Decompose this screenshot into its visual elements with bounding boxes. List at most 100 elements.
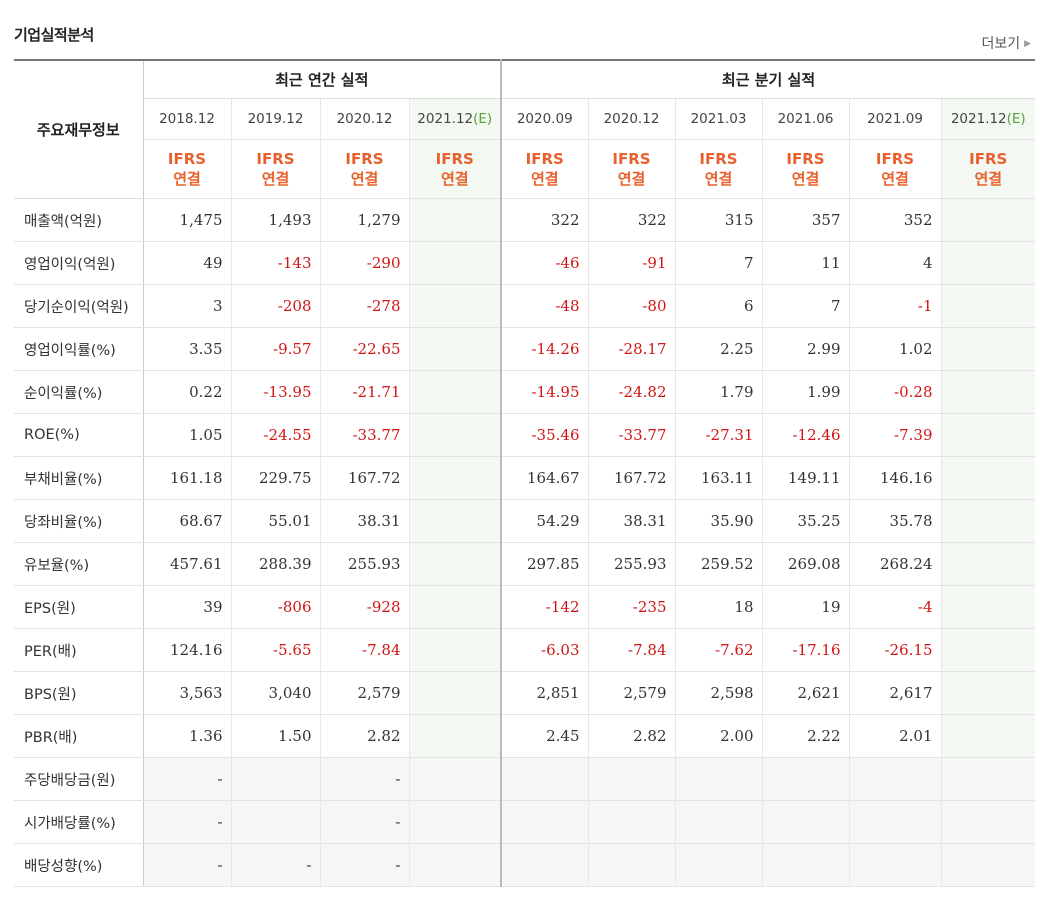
quarter-cell [588, 800, 676, 844]
row-label[interactable]: 영업이익(억원) [14, 241, 144, 285]
quarter-cell: 2,598 [675, 671, 763, 715]
chevron-right-icon: ▶ [1024, 39, 1031, 49]
quarter-cell: -7.62 [675, 628, 763, 672]
quarter-cell [762, 757, 850, 801]
table-row: 부채비율(%) 161.18 229.75 167.72 164.67 167.72 163… [14, 456, 1036, 500]
annual-cell [409, 800, 502, 844]
row-label[interactable]: PER(배) [14, 628, 144, 672]
quarter-cell [849, 843, 942, 887]
annual-cell: - [143, 843, 232, 887]
quarter-cell [941, 413, 1036, 457]
quarter-cell: 2.25 [675, 327, 763, 371]
row-label[interactable]: 주당배당금(원) [14, 757, 144, 801]
annual-cell: 1.50 [231, 714, 321, 758]
annual-cell: - [231, 843, 321, 887]
financial-table: 주요재무정보 최근 연간 실적 최근 분기 실적 2018.12 2019.12 2020… [14, 59, 1036, 887]
quarter-cell [762, 843, 850, 887]
row-label[interactable]: 시가배당률(%) [14, 800, 144, 844]
row-label[interactable]: 배당성향(%) [14, 843, 144, 887]
quarter-cell [762, 800, 850, 844]
quarter-cell: 2.82 [588, 714, 676, 758]
quarter-cell: -7.39 [849, 413, 942, 457]
row-label[interactable]: 부채비율(%) [14, 456, 144, 500]
quarter-cell [941, 327, 1036, 371]
table-row: 주당배당금(원) - - [14, 757, 1036, 801]
row-label[interactable]: 유보율(%) [14, 542, 144, 586]
row-label[interactable]: 매출액(억원) [14, 198, 144, 242]
quarter-cell: 1.99 [762, 370, 850, 414]
annual-cell [409, 327, 502, 371]
annual-cell: 3.35 [143, 327, 232, 371]
quarter-cell: 2,851 [501, 671, 589, 715]
quarter-cell: 164.67 [501, 456, 589, 500]
annual-cell: -208 [231, 284, 321, 328]
annual-cell [231, 757, 321, 801]
quarter-period: 2020.09 [501, 98, 589, 140]
row-label[interactable]: 당좌비율(%) [14, 499, 144, 543]
quarter-cell: -4 [849, 585, 942, 629]
annual-cell: 1,493 [231, 198, 321, 242]
table-row: BPS(원) 3,563 3,040 2,579 2,851 2,579 2,598 2,62… [14, 671, 1036, 715]
annual-cell [409, 628, 502, 672]
quarter-cell [501, 800, 589, 844]
row-label[interactable]: 영업이익률(%) [14, 327, 144, 371]
annual-cell: -806 [231, 585, 321, 629]
quarter-cell: -0.28 [849, 370, 942, 414]
quarter-cell: -46 [501, 241, 589, 285]
quarter-cell: 4 [849, 241, 942, 285]
annual-period: 2021.12(E) [409, 98, 502, 140]
quarter-cell: 2.99 [762, 327, 850, 371]
row-label[interactable]: 순이익률(%) [14, 370, 144, 414]
ifrs-label: IFRS 연결 [675, 139, 763, 199]
table-row: ROE(%) 1.05 -24.55 -33.77 -35.46 -33.77 -27.31… [14, 413, 1036, 457]
annual-cell: 68.67 [143, 499, 232, 543]
quarter-header: 최근 분기 실적 [501, 60, 1036, 99]
row-header-label: 주요재무정보 [14, 60, 144, 199]
quarter-cell: 255.93 [588, 542, 676, 586]
annual-cell: - [320, 757, 410, 801]
more-link[interactable]: 더보기 ▶ [981, 33, 1031, 53]
annual-cell [409, 456, 502, 500]
quarter-cell: -26.15 [849, 628, 942, 672]
row-label[interactable]: PBR(배) [14, 714, 144, 758]
annual-cell [409, 757, 502, 801]
quarter-cell [941, 628, 1036, 672]
table-row: 영업이익률(%) 3.35 -9.57 -22.65 -14.26 -28.17 2.25 2… [14, 327, 1036, 371]
ifrs-label: IFRS 연결 [320, 139, 410, 199]
annual-cell: 0.22 [143, 370, 232, 414]
quarter-cell: -6.03 [501, 628, 589, 672]
quarter-cell: 7 [675, 241, 763, 285]
quarter-cell: 163.11 [675, 456, 763, 500]
section-title: 기업실적분석 [14, 26, 94, 44]
quarter-cell: -33.77 [588, 413, 676, 457]
quarter-cell: -80 [588, 284, 676, 328]
quarter-cell: -17.16 [762, 628, 850, 672]
quarter-cell: -28.17 [588, 327, 676, 371]
row-label[interactable]: EPS(원) [14, 585, 144, 629]
annual-cell: - [143, 800, 232, 844]
quarter-cell: 2.45 [501, 714, 589, 758]
quarter-cell: -12.46 [762, 413, 850, 457]
ifrs-label: IFRS 연결 [501, 139, 589, 199]
annual-cell: 124.16 [143, 628, 232, 672]
quarter-cell [941, 284, 1036, 328]
ifrs-label: IFRS 연결 [588, 139, 676, 199]
row-label[interactable]: ROE(%) [14, 413, 144, 457]
quarter-cell: 357 [762, 198, 850, 242]
quarter-cell: 2.01 [849, 714, 942, 758]
row-label[interactable]: 당기순이익(억원) [14, 284, 144, 328]
quarter-cell [849, 757, 942, 801]
annual-cell: -143 [231, 241, 321, 285]
row-label[interactable]: BPS(원) [14, 671, 144, 715]
quarter-cell: 18 [675, 585, 763, 629]
quarter-cell [941, 800, 1036, 844]
annual-cell [409, 499, 502, 543]
quarter-cell: 259.52 [675, 542, 763, 586]
quarter-cell: 146.16 [849, 456, 942, 500]
table-row: 시가배당률(%) - - [14, 800, 1036, 844]
quarter-cell [849, 800, 942, 844]
quarter-period: 2021.03 [675, 98, 763, 140]
annual-cell: -21.71 [320, 370, 410, 414]
annual-cell [409, 413, 502, 457]
